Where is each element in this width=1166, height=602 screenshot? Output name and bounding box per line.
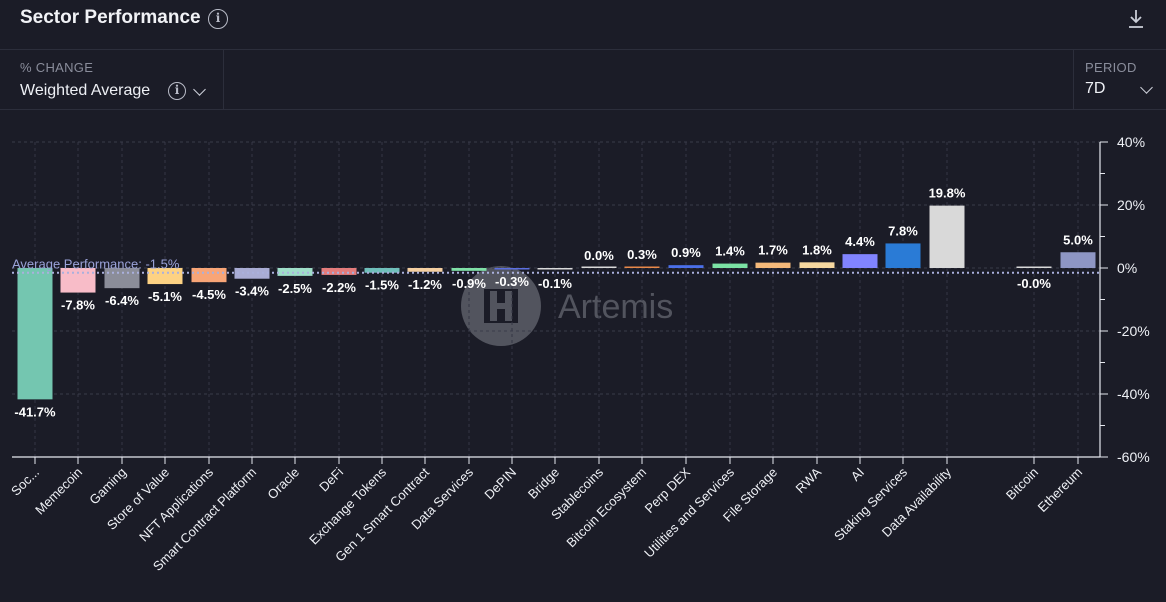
x-tick-label: Bridge	[525, 465, 562, 502]
y-tick-label: 20%	[1117, 197, 1145, 213]
period-label: PERIOD	[1085, 60, 1137, 75]
bar	[191, 268, 227, 283]
bar	[668, 265, 704, 268]
y-tick-label: 0%	[1117, 260, 1137, 276]
data-label: -1.5%	[365, 278, 399, 293]
x-tick-label: RWA	[793, 464, 825, 496]
data-label: 0.3%	[627, 247, 657, 262]
x-tick-label: Staking Services	[831, 464, 910, 543]
bar	[755, 262, 791, 268]
bar	[494, 268, 530, 270]
x-tick-label: NFT Applications	[136, 464, 216, 544]
y-tick-label: -20%	[1117, 323, 1150, 339]
x-tick-label: DePIN	[481, 465, 519, 503]
average-label: Average Performance: -1.5%	[12, 257, 180, 272]
data-label: -2.5%	[278, 281, 312, 296]
bar	[799, 262, 835, 268]
x-tick-label: Exchange Tokens	[306, 464, 389, 547]
info-icon[interactable]: i	[208, 9, 228, 29]
data-label: 0.9%	[671, 245, 701, 260]
period-value: 7D	[1085, 80, 1106, 97]
bar	[451, 268, 487, 271]
bar	[885, 243, 921, 268]
bar	[624, 266, 660, 268]
chart-header: Sector Performance i	[0, 0, 1166, 50]
data-label: 1.8%	[802, 242, 832, 257]
x-tick-label: Bitcoin Ecosystem	[563, 465, 649, 551]
y-tick-label: 40%	[1117, 134, 1145, 150]
bar	[537, 268, 573, 270]
bar	[277, 268, 313, 276]
data-label: -1.2%	[408, 277, 442, 292]
x-tick-label: DeFi	[316, 464, 346, 494]
bar	[407, 268, 443, 272]
data-label: -3.4%	[235, 284, 269, 299]
data-label: -7.8%	[61, 298, 95, 313]
data-label: -0.0%	[1017, 276, 1051, 291]
x-tick-label: Oracle	[264, 465, 302, 503]
bar	[364, 268, 400, 273]
bar	[321, 268, 357, 275]
info-icon[interactable]: i	[168, 82, 186, 100]
data-label: -41.7%	[14, 404, 56, 419]
data-label: -4.5%	[192, 287, 226, 302]
data-label: 1.7%	[758, 243, 788, 258]
data-label: -0.9%	[452, 276, 486, 291]
bar	[1016, 266, 1052, 268]
chevron-down-icon	[193, 83, 206, 96]
bar	[1060, 252, 1096, 268]
data-label: 19.8%	[929, 186, 966, 201]
x-tick-label: AI	[848, 465, 867, 484]
x-tick-label: Gaming	[86, 465, 129, 508]
x-tick-label: Memecoin	[32, 465, 85, 518]
change-value: Weighted Average	[20, 82, 151, 99]
change-mode-dropdown[interactable]: % CHANGE Weighted Average i	[0, 50, 224, 109]
bar	[712, 263, 748, 268]
data-label: 1.4%	[715, 244, 745, 259]
data-label: -6.4%	[105, 293, 139, 308]
bar	[17, 268, 53, 400]
data-label: -0.1%	[538, 276, 572, 291]
download-icon[interactable]	[1126, 8, 1146, 30]
data-label: 0.0%	[584, 248, 614, 263]
chart-controls: % CHANGE Weighted Average i PERIOD 7D	[0, 50, 1166, 110]
bar	[581, 266, 617, 268]
sector-performance-chart: 40% 20% 0% -20% -40% -60% Average Performance:…	[8, 134, 1150, 574]
bar	[842, 254, 878, 268]
data-label: -2.2%	[322, 280, 356, 295]
data-label: 5.0%	[1063, 232, 1093, 247]
bar	[929, 205, 965, 268]
change-label: % CHANGE	[20, 60, 94, 75]
data-label: -0.3%	[495, 274, 529, 289]
y-tick-label: -40%	[1117, 386, 1150, 402]
y-tick-label: -60%	[1117, 449, 1150, 465]
period-dropdown[interactable]: PERIOD 7D	[1073, 50, 1166, 109]
data-label: 4.4%	[845, 234, 875, 249]
x-tick-label: Soc...	[8, 465, 42, 499]
chevron-down-icon	[1140, 81, 1153, 94]
data-label: 7.8%	[888, 223, 918, 238]
x-tick-label: Bitcoin	[1003, 465, 1041, 503]
data-label: -5.1%	[148, 289, 182, 304]
page-title: Sector Performance	[20, 7, 201, 28]
x-tick-label: Ethereum	[1035, 465, 1085, 515]
